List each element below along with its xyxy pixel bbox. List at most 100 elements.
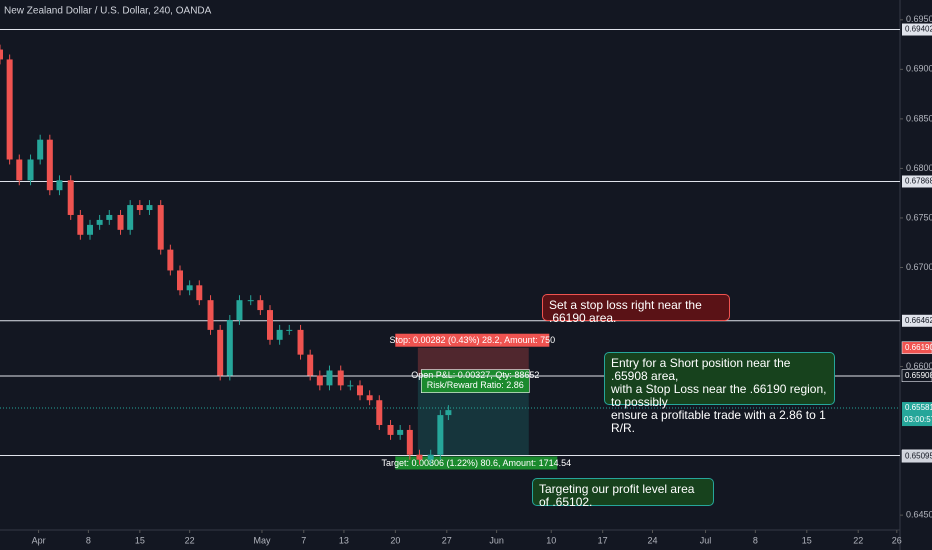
level-label-box [902, 175, 932, 188]
candle-body [117, 214, 124, 230]
x-tick-label: 8 [86, 535, 91, 545]
candle-body [337, 370, 344, 386]
candle-body [357, 385, 363, 396]
candle-body [326, 370, 333, 386]
level-label: 0.67868 [905, 177, 932, 186]
countdown-label: 03:00:57 [904, 415, 932, 424]
pnl-label: Risk/Reward Ratio: 2.86 [427, 380, 524, 390]
candle-body [427, 454, 434, 460]
x-tick-label: 26 [892, 535, 902, 545]
candle-body [276, 329, 283, 340]
price-label-box [901, 449, 932, 463]
candle-body [397, 429, 404, 435]
candle-body [247, 300, 254, 302]
chart-title: New Zealand Dollar / U.S. Dollar, 240, O… [4, 6, 212, 17]
level-label: 0.69402 [905, 25, 932, 34]
candle-body [406, 429, 413, 455]
candle-body [157, 205, 164, 250]
candle-body [37, 139, 44, 160]
x-tick-label: Jun [489, 535, 504, 545]
candle-body [297, 329, 304, 355]
candle-body [445, 410, 452, 416]
candle-body [56, 180, 63, 191]
annotation: Set a stop loss right near the .66190 ar… [542, 294, 730, 325]
candle-body [257, 300, 264, 311]
annotation: Entry for a Short position near the .659… [604, 352, 835, 435]
x-tick-label: 10 [546, 535, 556, 545]
candle-body [77, 214, 84, 235]
x-tick-label: 27 [442, 535, 452, 545]
candle-body [186, 285, 193, 291]
x-tick-label: May [253, 535, 271, 545]
candle-body [387, 424, 394, 435]
candle-body [16, 159, 23, 181]
candle-body [207, 300, 214, 330]
target-label: Target: 0.00806 (1.22%) 80.6, Amount: 17… [381, 458, 571, 468]
x-tick-label: 15 [135, 535, 145, 545]
candle-body [196, 285, 203, 301]
x-tick-label: 22 [185, 535, 195, 545]
x-tick-label: 15 [802, 535, 812, 545]
level-label-box [902, 23, 932, 36]
candle-body [27, 159, 34, 181]
stop-label: Stop: 0.00282 (0.43%) 28.2, Amount: 750 [389, 335, 555, 345]
candle-body [226, 319, 233, 376]
candle-body [167, 249, 174, 271]
annotation: Targeting our profit level area of .6510… [532, 478, 714, 509]
level-label: 0.66462 [905, 316, 932, 325]
candle-body [236, 300, 243, 320]
x-tick-label: 7 [301, 535, 306, 545]
price-label: 0.66190 [905, 343, 932, 352]
candle-body [267, 310, 273, 340]
candle-body [106, 214, 113, 220]
price-label-box [901, 341, 932, 355]
candle-body [177, 270, 183, 291]
annotation-text: ensure a profitable trade with a 2.86 to… [611, 408, 826, 435]
target-label-box [395, 456, 558, 470]
pnl-label-box [421, 369, 530, 393]
annotation-text: Targeting our profit level area of .6510… [539, 482, 695, 509]
candle-body [307, 354, 314, 376]
x-tick-label: 20 [390, 535, 400, 545]
x-tick-label: 24 [647, 535, 657, 545]
candle-body [146, 205, 153, 211]
candle-body [316, 375, 323, 386]
annotation-text: Entry for a Short position near the .659… [611, 356, 791, 383]
price-label: 0.65908 [905, 371, 932, 380]
level-label-box [902, 314, 932, 327]
candle-body [136, 205, 143, 211]
x-tick-label: Jul [700, 535, 712, 545]
price-label-box [901, 369, 932, 382]
candle-body [67, 180, 74, 215]
x-tick-label: 8 [753, 535, 758, 545]
stop-label-box [395, 333, 550, 347]
annotation-text: Set a stop loss right near the .66190 ar… [549, 298, 702, 325]
current-price-label: 0.65581 [905, 403, 932, 412]
y-tick-label: 0.64500 [906, 510, 932, 520]
candle-body [0, 49, 3, 60]
current-price-box [902, 402, 932, 427]
candle-body [347, 385, 354, 387]
candle-body [87, 224, 93, 235]
annotation-text: with a Stop Loss near the .66190 region,… [611, 382, 827, 409]
x-tick-label: 13 [339, 535, 349, 545]
candle-body [46, 139, 53, 191]
candle-body [416, 454, 423, 460]
x-tick-label: 22 [853, 535, 863, 545]
candle-body [366, 395, 373, 401]
x-tick-label: 17 [598, 535, 608, 545]
candle-body [376, 400, 383, 425]
candle-body [127, 205, 134, 230]
x-tick-label: Apr [32, 535, 46, 545]
candle-body [6, 59, 13, 160]
price-label: 0.65095 [905, 451, 932, 460]
candle-body [286, 329, 293, 331]
candle-body [217, 329, 224, 376]
